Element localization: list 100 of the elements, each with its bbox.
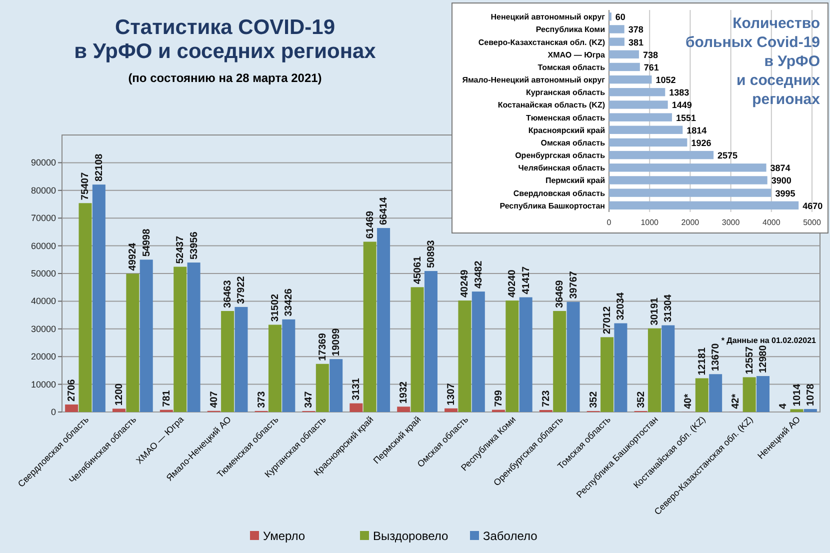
bar: [553, 310, 566, 412]
data-label: 45061: [412, 256, 424, 284]
annotation: * Данные на 01.02.02021: [721, 336, 817, 345]
data-label: 723: [540, 390, 552, 407]
data-label: 1449: [672, 100, 692, 110]
bar: [609, 25, 624, 34]
data-label: 13670: [710, 342, 722, 372]
bar: [458, 300, 472, 412]
data-label: 61469: [364, 210, 376, 239]
bar: [609, 38, 624, 46]
data-label: 3131: [351, 378, 362, 400]
bar: [609, 75, 652, 84]
bar: [350, 403, 363, 412]
data-label: 41417: [520, 266, 532, 294]
bar: [609, 138, 688, 147]
bar: [756, 376, 770, 412]
data-label: 31304: [663, 294, 674, 322]
data-label: 40*: [683, 394, 694, 409]
y-tick-label: Томская область: [538, 62, 606, 72]
bar: [410, 287, 424, 412]
data-label: 36469: [554, 280, 566, 308]
bar: [506, 300, 519, 412]
data-label: 378: [628, 24, 644, 35]
bar: [519, 297, 532, 412]
bar: [424, 271, 438, 412]
bar: [316, 364, 329, 412]
bar: [566, 302, 580, 412]
y-tick-label: Красноярский край: [528, 126, 606, 135]
data-label: 33426: [284, 288, 295, 316]
bar: [444, 408, 458, 412]
data-label: 1014: [792, 384, 803, 406]
bar: [126, 274, 140, 412]
x-tick-label: 4000: [762, 218, 781, 227]
y-tick-label: Республика Коми: [536, 25, 606, 34]
data-label: 32034: [616, 292, 627, 320]
data-label: 31502: [270, 293, 281, 322]
data-label: 12980: [758, 344, 770, 374]
data-label: 40240: [507, 269, 518, 298]
bar: [609, 88, 666, 96]
data-label: 75407: [80, 172, 92, 200]
y-tick-label: 0: [50, 407, 56, 417]
bar: [609, 126, 683, 134]
x-tick-label: 0: [606, 218, 612, 227]
data-label: 40249: [460, 269, 471, 298]
bar: [609, 164, 766, 172]
y-tick-label: Костанайская область (KZ): [498, 100, 606, 110]
y-tick-label: Пермский край: [545, 176, 606, 186]
bar: [363, 242, 376, 412]
x-tick-label: 3000: [722, 218, 740, 227]
data-label: 3900: [771, 176, 792, 186]
bar: [609, 113, 672, 122]
legend-label: Заболело: [483, 529, 538, 543]
data-label: 50893: [426, 240, 437, 268]
x-tick-label: 5000: [803, 218, 822, 227]
y-tick-label: Республика Башкортостан: [500, 201, 606, 210]
y-tick-label: 50000: [30, 268, 56, 278]
data-label: 53956: [188, 231, 200, 260]
bar: [187, 262, 200, 412]
y-tick-label: 10000: [30, 379, 56, 390]
data-label: 30191: [649, 297, 660, 326]
data-label: 66414: [378, 196, 390, 226]
data-label: 4670: [802, 200, 823, 211]
data-label: 352: [588, 390, 600, 408]
data-label: 781: [161, 390, 172, 407]
data-label: 1932: [398, 380, 410, 404]
data-label: 39767: [568, 270, 580, 299]
bar: [614, 323, 628, 412]
chart-title: Статистика COVID-19 в УрФО и соседних регионах: [74, 16, 376, 63]
data-label: 42*: [730, 394, 742, 409]
data-label: 49924: [128, 242, 139, 271]
data-label: 54998: [141, 228, 152, 257]
y-tick-label: Челябинская область: [518, 164, 606, 173]
data-label: 2575: [718, 150, 738, 161]
bar: [472, 292, 485, 412]
data-label: 381: [628, 37, 644, 48]
data-label: 738: [642, 50, 658, 60]
legend-label: Умерло: [263, 529, 306, 543]
data-label: 1052: [656, 75, 676, 86]
y-tick-label: Омская область: [540, 138, 606, 148]
data-label: 373: [256, 390, 268, 408]
y-tick-label: Курганская область: [526, 88, 606, 98]
bar: [662, 325, 675, 412]
y-tick-label: 60000: [30, 240, 56, 251]
bar: [609, 150, 714, 160]
bar: [377, 228, 390, 412]
bar: [804, 409, 817, 412]
bar: [609, 50, 639, 58]
data-label: 3874: [770, 163, 790, 174]
bar: [221, 310, 234, 412]
x-tick-label: 2000: [681, 218, 700, 227]
data-label: 1078: [805, 383, 816, 406]
y-tick-label: 20000: [30, 352, 56, 362]
bar: [78, 203, 92, 412]
bar: [600, 337, 614, 412]
data-label: 352: [636, 390, 647, 408]
y-tick-label: Ненецкий автономный округ: [490, 12, 606, 22]
data-label: 12557: [744, 346, 756, 374]
bar: [609, 100, 668, 109]
y-tick-label: 90000: [30, 158, 56, 168]
bar: [709, 374, 722, 412]
